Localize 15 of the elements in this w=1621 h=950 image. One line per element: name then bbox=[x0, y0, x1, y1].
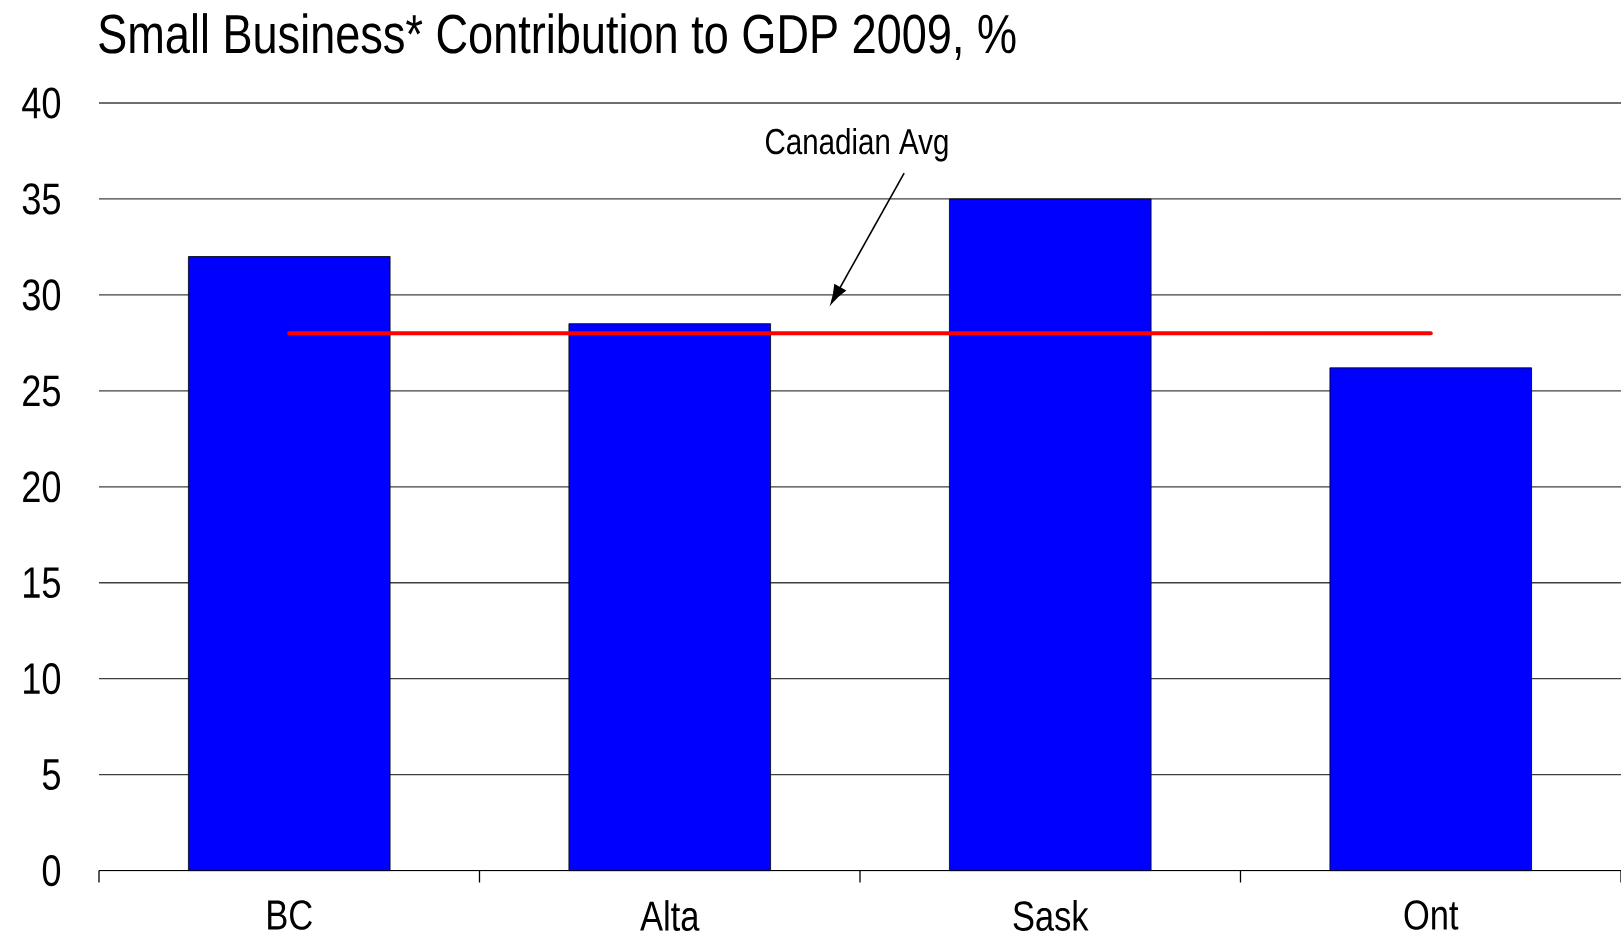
x-tick-label: Alta bbox=[640, 900, 700, 931]
y-tick-label: 40 bbox=[22, 87, 61, 119]
y-tick-label: 30 bbox=[22, 279, 61, 311]
x-tick-label: BC bbox=[268, 900, 312, 930]
y-tick-label: 10 bbox=[24, 663, 61, 695]
y-tick-label: 15 bbox=[24, 567, 60, 599]
y-tick-label: 5 bbox=[42, 759, 60, 790]
x-tick-label: Ont bbox=[1404, 900, 1459, 930]
y-tick-label: 0 bbox=[42, 855, 61, 887]
y-tick-label: 20 bbox=[23, 471, 61, 503]
y-tick-label: 25 bbox=[23, 375, 60, 407]
x-tick-label: Sask bbox=[1013, 900, 1089, 931]
annotation: Canadian Avg bbox=[766, 127, 948, 162]
y-tick-label: 35 bbox=[22, 183, 60, 215]
chart-title: Small Business* Contribution to GDP 2009, % bbox=[99, 13, 1016, 61]
